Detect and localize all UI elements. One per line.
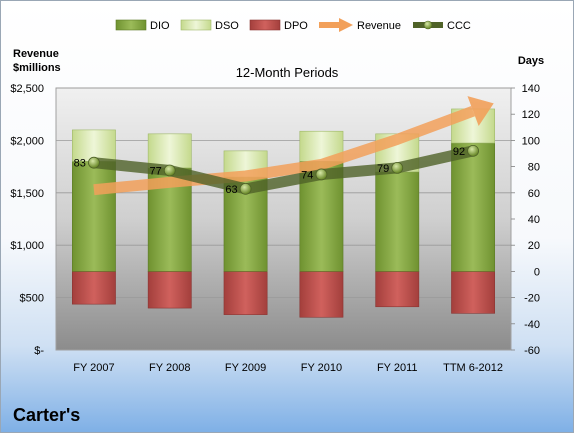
plot-background (55, 87, 512, 351)
ccc-point (239, 182, 252, 195)
right-tick-label: 120 (522, 109, 540, 121)
chart-title: 12-Month Periods (236, 65, 339, 80)
ccc-data-label: 74 (301, 169, 313, 181)
company-name: Carter's (13, 405, 81, 425)
ccc-data-label: 77 (150, 166, 162, 178)
left-tick-label: $1,500 (10, 188, 44, 200)
bar-dso (72, 129, 116, 162)
right-tick-label: 140 (522, 83, 540, 95)
category-label: FY 2009 (225, 362, 266, 374)
bar-dio (451, 142, 495, 272)
legend-swatch-arrowhead (339, 18, 353, 32)
legend-swatch (180, 19, 212, 31)
legend-swatch-dot (423, 20, 433, 30)
bar-dpo (223, 271, 268, 315)
left-tick-label: $2,500 (10, 83, 44, 95)
ccc-data-label: 79 (377, 163, 389, 175)
legend-swatch (249, 19, 281, 31)
ccc-point (88, 156, 100, 169)
left-tick-label: $- (34, 345, 44, 357)
legend-label: Revenue (357, 20, 401, 32)
category-label: FY 2007 (73, 362, 114, 374)
category-label: FY 2010 (301, 362, 342, 374)
ccc-point (391, 162, 404, 174)
bar-dpo (72, 271, 116, 305)
category-label: FY 2008 (149, 362, 190, 374)
bar-dpo (451, 271, 495, 314)
bar-dso (147, 133, 192, 169)
ccc-point (315, 168, 328, 181)
right-tick-label: 100 (522, 135, 540, 147)
bar-dpo (299, 271, 344, 318)
right-tick-label: 0 (534, 266, 540, 278)
legend-label: DIO (150, 20, 170, 32)
bar-dpo (375, 271, 420, 308)
right-tick-label: 40 (528, 214, 540, 226)
legend-swatch (115, 19, 147, 31)
legend-label: DPO (284, 20, 308, 32)
right-tick-label: -60 (524, 345, 540, 357)
bar-dio (72, 161, 116, 272)
right-tick-label: -40 (524, 319, 540, 331)
bar-dpo (147, 271, 192, 309)
category-label: TTM 6-2012 (443, 362, 503, 374)
ccc-point (467, 144, 479, 157)
ccc-point (163, 164, 176, 177)
left-tick-label: $2,000 (10, 135, 44, 147)
right-tick-label: 60 (528, 188, 540, 200)
ccc-data-label: 83 (74, 158, 86, 170)
revenue-line (93, 105, 476, 196)
left-axis-title-line1: Revenue (13, 48, 59, 60)
left-tick-label: $500 (20, 293, 44, 305)
legend-label: DSO (215, 20, 239, 32)
right-axis-title: Days (518, 55, 544, 67)
revenue-arrowhead (467, 96, 494, 127)
ccc-data-label: 92 (453, 146, 465, 158)
right-tick-label: 20 (528, 240, 540, 252)
left-tick-label: $1,000 (10, 240, 44, 252)
left-axis-title-line2: $millions (13, 62, 61, 74)
legend-label: CCC (447, 20, 471, 32)
category-label: FY 2011 (377, 362, 418, 374)
ccc-line (88, 145, 479, 195)
right-tick-label: -20 (524, 293, 540, 305)
ccc-data-label: 63 (225, 184, 237, 196)
right-tick-label: 80 (528, 162, 540, 174)
bar-dio (375, 171, 420, 272)
